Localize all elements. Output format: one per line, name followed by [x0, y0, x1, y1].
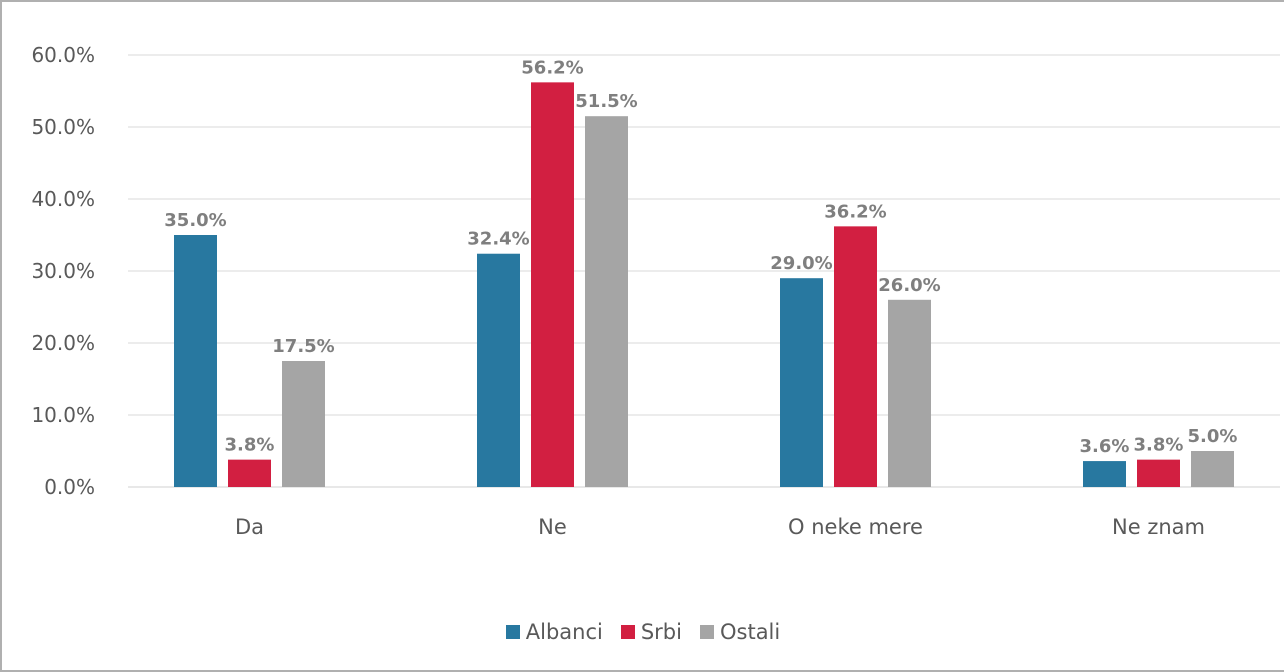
- data-label: 3.6%: [1080, 436, 1130, 457]
- legend: Albanci Srbi Ostali: [0, 620, 1286, 644]
- data-label: 29.0%: [770, 253, 832, 274]
- data-label: 36.2%: [824, 201, 886, 222]
- legend-label: Srbi: [640, 620, 682, 644]
- bar-ostali-3: [888, 299, 931, 487]
- bar-ostali-4: [1191, 451, 1234, 487]
- bar-albanci-3: [780, 278, 823, 487]
- data-label: 3.8%: [225, 435, 275, 456]
- data-label: 35.0%: [164, 210, 226, 231]
- bar-srbi-3: [834, 226, 877, 488]
- y-axis-ticks: 0.0% 10.0% 20.0% 30.0% 40.0% 50.0% 60.0%: [31, 43, 95, 499]
- data-label: 32.4%: [467, 229, 529, 250]
- category-label: Ne znam: [1112, 515, 1205, 539]
- bar-srbi-2: [531, 82, 574, 488]
- data-label: 51.5%: [575, 91, 637, 112]
- y-tick-label: 60.0%: [31, 43, 95, 67]
- category-label: Da: [235, 515, 264, 539]
- bars: [174, 82, 1234, 488]
- data-labels: 35.0% 3.8% 17.5% 32.4% 56.2% 51.5% 29.0% 36.2% 2…: [164, 57, 1237, 457]
- legend-item-ostali: Ostali: [699, 620, 781, 644]
- data-label: 3.8%: [1134, 435, 1184, 456]
- bar-albanci-4: [1083, 461, 1126, 487]
- category-label: Ne: [538, 515, 567, 539]
- legend-swatch: [505, 625, 520, 639]
- y-tick-label: 50.0%: [31, 115, 95, 139]
- data-label: 5.0%: [1188, 426, 1238, 447]
- category-labels: Da Ne O neke mere Ne znam: [235, 515, 1205, 539]
- legend-swatch: [699, 625, 714, 639]
- y-tick-label: 0.0%: [44, 475, 95, 499]
- y-tick-label: 30.0%: [31, 259, 95, 283]
- legend-label: Ostali: [719, 620, 781, 644]
- bar-srbi-4: [1137, 459, 1180, 487]
- bar-ostali-1: [282, 361, 325, 487]
- bar-srbi-1: [228, 459, 271, 487]
- legend-label: Albanci: [525, 620, 603, 644]
- bar-ostali-2: [585, 116, 628, 487]
- y-tick-label: 40.0%: [31, 187, 95, 211]
- data-label: 26.0%: [878, 275, 940, 296]
- legend-item-albanci: Albanci: [505, 620, 603, 644]
- legend-item-srbi: Srbi: [620, 620, 682, 644]
- data-label: 56.2%: [521, 57, 583, 78]
- bar-albanci-1: [174, 235, 217, 487]
- category-label: O neke mere: [788, 515, 923, 539]
- bar-albanci-2: [477, 253, 520, 487]
- y-tick-label: 20.0%: [31, 331, 95, 355]
- legend-swatch: [620, 625, 635, 639]
- data-label: 17.5%: [272, 336, 334, 357]
- y-tick-label: 10.0%: [31, 403, 95, 427]
